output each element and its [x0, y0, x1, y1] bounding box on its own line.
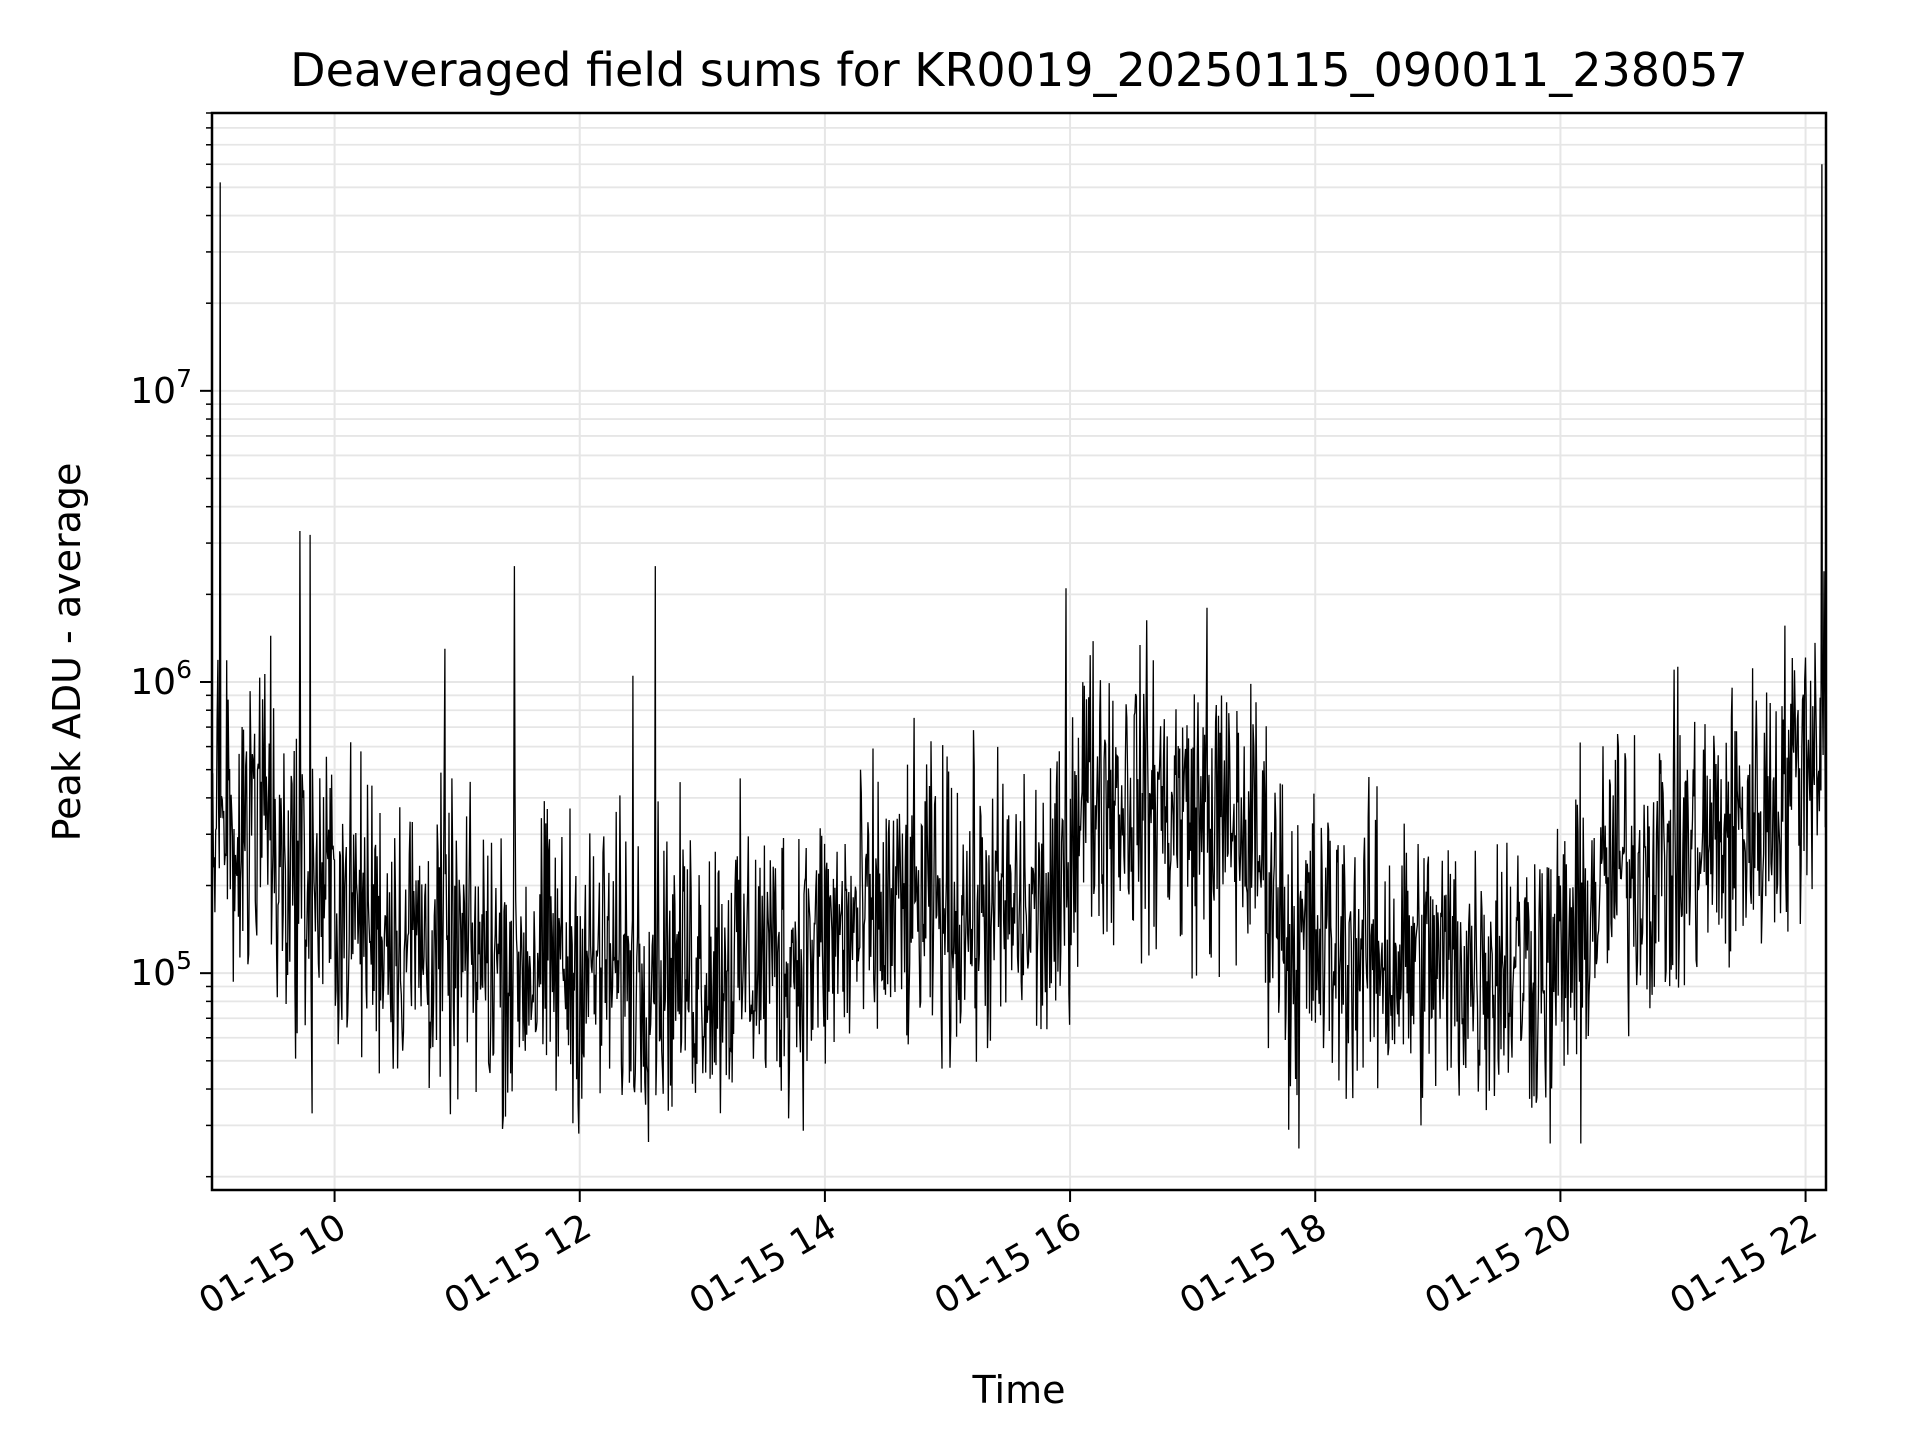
x-tick-label: 01-15 22	[1663, 1206, 1824, 1322]
x-tick-label: 01-15 18	[1173, 1206, 1334, 1322]
x-axis-label: Time	[972, 1368, 1066, 1412]
x-tick-label: 01-15 10	[192, 1206, 353, 1322]
chart-title: Deaveraged field sums for KR0019_2025011…	[290, 43, 1748, 97]
x-tick-label: 01-15 16	[928, 1206, 1089, 1322]
y-tick-label: 106	[130, 655, 192, 703]
x-tick-label: 01-15 12	[438, 1206, 599, 1322]
y-axis-label: Peak ADU - average	[45, 463, 89, 842]
plot-frame	[210, 111, 1828, 1192]
series-line	[211, 164, 1827, 1149]
y-tick-label: 107	[130, 364, 192, 412]
x-tick-label: 01-15 20	[1418, 1206, 1579, 1322]
y-tick-label: 105	[130, 946, 192, 994]
y-axis-ticks: 105 106 107	[130, 112, 212, 1178]
x-tick-label: 01-15 14	[683, 1206, 844, 1322]
series-layer	[211, 164, 1827, 1149]
x-axis-ticks: 01-15 10 01-15 12 01-15 14 01-15 16 01-15 18…	[192, 1190, 1824, 1323]
